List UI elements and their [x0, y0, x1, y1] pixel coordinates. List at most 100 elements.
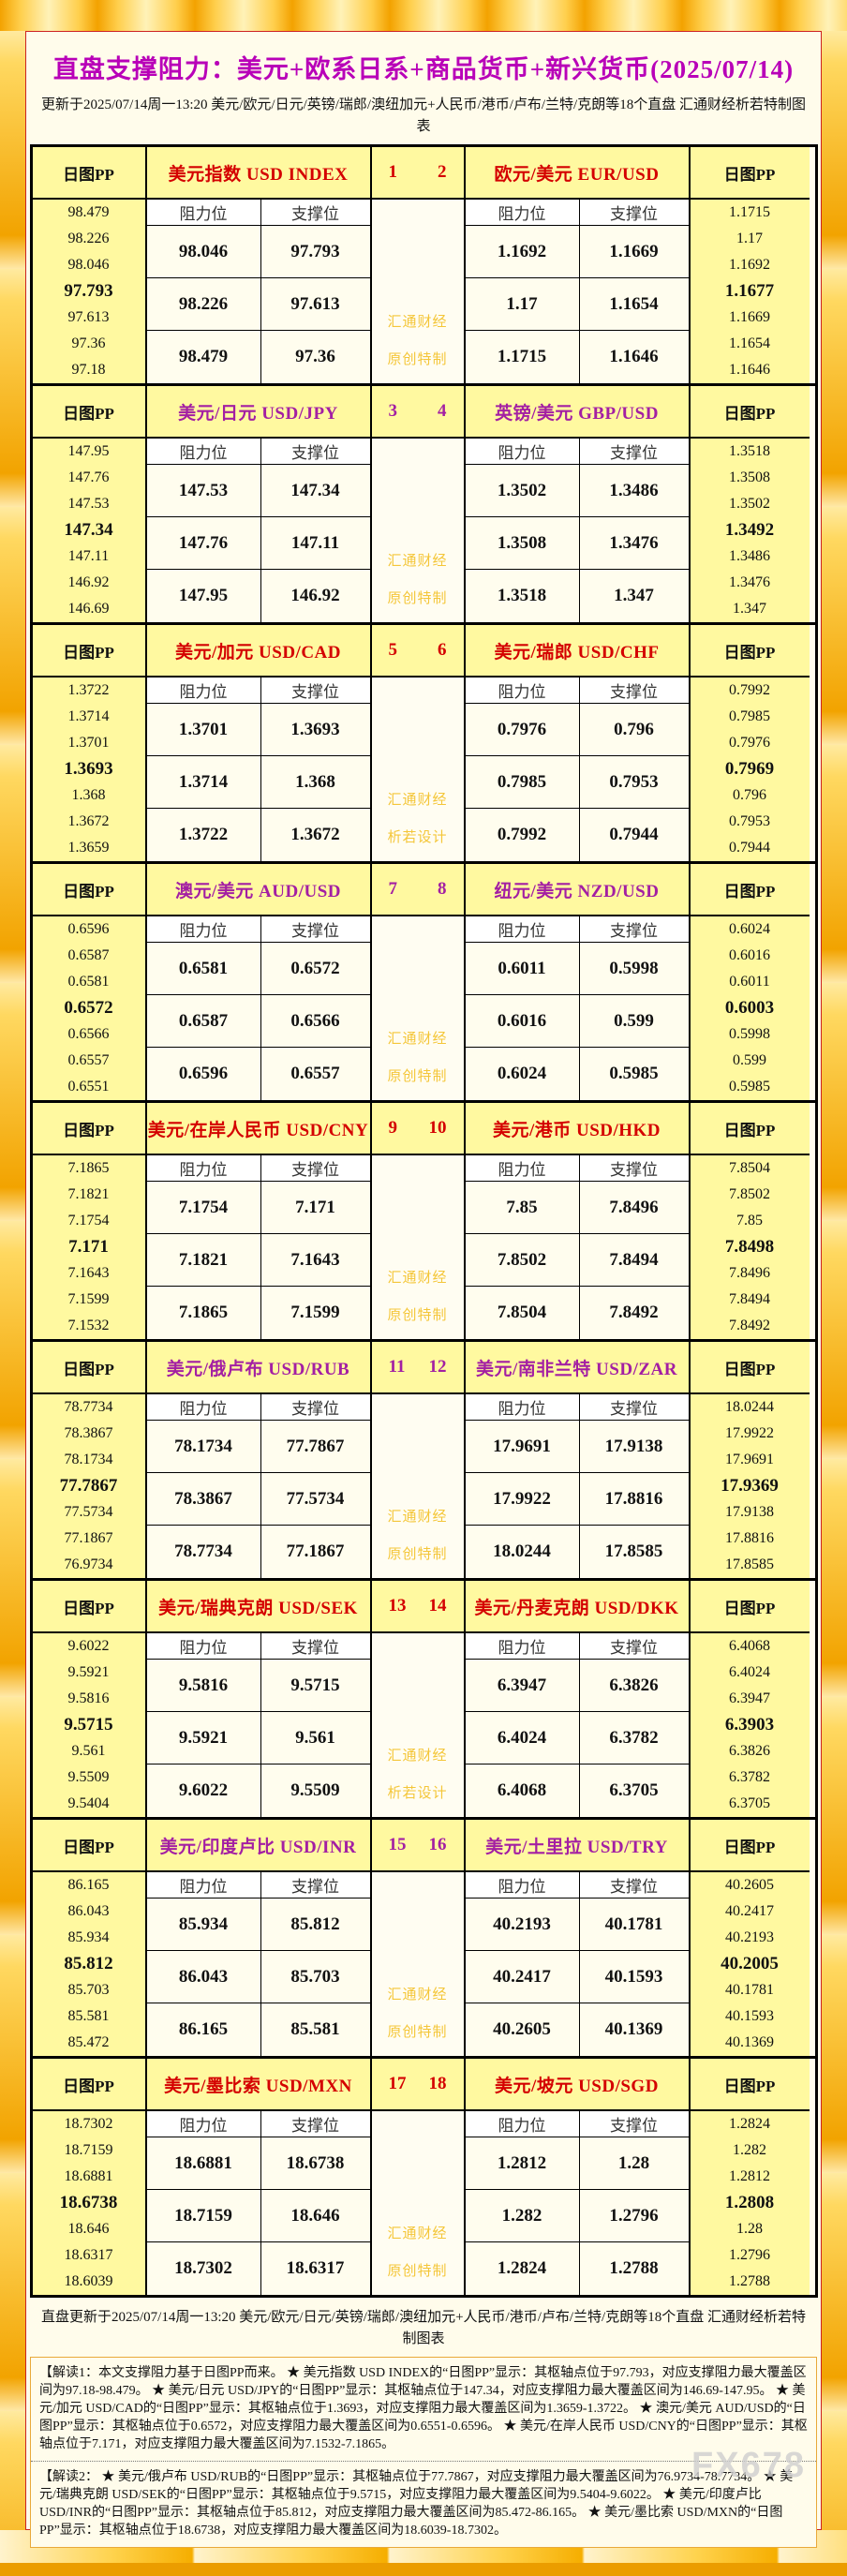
support-header-left: 支撑位 [260, 439, 372, 465]
pp-value: 7.85 [736, 1213, 763, 1228]
support-2-right: 6.3782 [579, 1712, 691, 1764]
gold-tile-border-left [0, 31, 25, 2530]
pp-value: 17.8816 [725, 1530, 774, 1546]
fx678-watermark: FX678 [691, 2446, 806, 2485]
pp-value: 1.2788 [729, 2273, 770, 2289]
pp-value: 17.9138 [725, 1504, 774, 1520]
resistance-3-left: 9.6022 [146, 1764, 261, 1817]
pp-pivot-value: 85.812 [64, 1954, 113, 1973]
pp-values-right: 0.7992 0.7985 0.7976 0.7969 0.796 0.7953… [690, 678, 810, 861]
pp-value: 7.8502 [729, 1186, 770, 1202]
pp-value: 86.043 [67, 1903, 110, 1919]
pair-index-right: 16 [428, 1835, 447, 1854]
pp-value: 77.1867 [64, 1530, 113, 1546]
pair-index-right: 2 [438, 162, 447, 182]
pp-value: 17.8585 [725, 1556, 774, 1572]
resistance-header-right: 阻力位 [465, 916, 580, 943]
pp-values-left: 78.7734 78.3867 78.1734 77.7867 77.5734 … [32, 1394, 147, 1578]
support-2-right: 0.7953 [579, 756, 691, 809]
pp-value: 40.2417 [725, 1903, 774, 1919]
pair-index-cell: 15 16 [371, 1820, 466, 1872]
currency-pair-block: 日图PP 美元/印度卢比 USD/INR 15 16 美元/土里拉 USD/TR… [32, 1817, 815, 2056]
pp-pivot-value: 40.2005 [721, 1954, 779, 1973]
pair-index-right: 14 [428, 1596, 447, 1616]
support-2-left: 77.5734 [260, 1473, 372, 1526]
support-header-right: 支撑位 [579, 916, 691, 943]
pair-index-cell: 13 14 [371, 1581, 466, 1633]
support-3-right: 1.1646 [579, 331, 691, 383]
resistance-2-left: 18.7159 [146, 2190, 261, 2242]
resistance-2-right: 1.3508 [465, 517, 580, 570]
support-1-right: 1.1669 [579, 226, 691, 278]
pp-values-right: 1.2824 1.282 1.2812 1.2808 1.28 1.2796 1… [690, 2111, 810, 2295]
resistance-header-right: 阻力位 [465, 1155, 580, 1182]
pp-value: 6.3826 [729, 1743, 770, 1759]
pp-pivot-value: 1.2808 [724, 2193, 775, 2212]
pp-value: 1.1715 [729, 204, 770, 220]
pair-index-right: 6 [438, 640, 447, 660]
pp-value: 7.1821 [67, 1186, 110, 1202]
pp-column-header-right: 日图PP [690, 1103, 810, 1155]
pair-index-left: 13 [388, 1596, 407, 1616]
middle-watermark-cell: 汇通财经 原创特制 [371, 439, 466, 622]
pp-value: 147.76 [67, 469, 110, 485]
watermark-line-2: 析若设计 [387, 830, 448, 845]
support-header-right: 支撑位 [579, 200, 691, 226]
pp-values-left: 98.479 98.226 98.046 97.793 97.613 97.36… [32, 200, 147, 383]
resistance-1-left: 85.934 [146, 1898, 261, 1951]
pp-values-left: 86.165 86.043 85.934 85.812 85.703 85.58… [32, 1872, 147, 2056]
pair-index-cell: 3 4 [371, 386, 466, 439]
update-line: 更新于2025/07/14周一13:20 美元/欧元/日元/英镑/瑞郎/澳纽加元… [41, 97, 806, 134]
pp-values-right: 6.4068 6.4024 6.3947 6.3903 6.3826 6.378… [690, 1633, 810, 1817]
pp-pivot-value: 0.6572 [64, 998, 113, 1018]
resistance-1-right: 1.2812 [465, 2137, 580, 2190]
watermark-line-2: 原创特制 [387, 2264, 448, 2279]
pp-value: 1.3518 [729, 443, 770, 459]
support-2-right: 17.8816 [579, 1473, 691, 1526]
pp-values-left: 18.7302 18.7159 18.6881 18.6738 18.646 1… [32, 2111, 147, 2295]
watermark-line-1: 汇通财经 [387, 1988, 448, 2003]
pair-name-left: 美元/墨比索 USD/MXN [146, 2059, 372, 2111]
pp-value: 0.7992 [729, 682, 770, 698]
middle-watermark-cell: 汇通财经 析若设计 [371, 1633, 466, 1817]
pp-value: 7.1754 [67, 1213, 110, 1228]
pp-values-right: 7.8504 7.8502 7.85 7.8498 7.8496 7.8494 … [690, 1155, 810, 1339]
pp-value: 7.1643 [67, 1265, 110, 1281]
pp-column-header-left: 日图PP [32, 1103, 147, 1155]
pp-value: 6.4068 [729, 1638, 770, 1654]
pp-column-header-right: 日图PP [690, 1581, 810, 1633]
pair-index-right: 4 [438, 401, 447, 421]
resistance-1-left: 18.6881 [146, 2137, 261, 2190]
pp-value: 9.5816 [67, 1690, 110, 1706]
pp-value: 147.95 [67, 443, 110, 459]
resistance-1-right: 40.2193 [465, 1898, 580, 1951]
resistance-2-left: 98.226 [146, 278, 261, 331]
pp-value: 0.6011 [729, 974, 770, 990]
support-1-left: 7.171 [260, 1182, 372, 1234]
support-3-right: 7.8492 [579, 1287, 691, 1339]
pp-value: 0.6581 [67, 974, 110, 990]
resistance-header-right: 阻力位 [465, 2111, 580, 2137]
pp-value: 98.479 [67, 204, 110, 220]
watermark-line-2: 原创特制 [387, 2025, 448, 2040]
pair-index-right: 10 [428, 1118, 447, 1138]
support-3-left: 97.36 [260, 331, 372, 383]
support-3-right: 1.2788 [579, 2242, 691, 2295]
support-3-right: 17.8585 [579, 1526, 691, 1578]
resistance-header-left: 阻力位 [146, 2111, 261, 2137]
pp-value: 18.7159 [64, 2142, 113, 2158]
pp-value: 1.1669 [729, 309, 770, 325]
support-header-right: 支撑位 [579, 1872, 691, 1898]
support-1-left: 9.5715 [260, 1660, 372, 1712]
pp-value: 6.3705 [729, 1795, 770, 1811]
pp-value: 77.5734 [64, 1504, 113, 1520]
pp-value: 0.7976 [729, 735, 770, 751]
pp-value: 18.6881 [64, 2168, 113, 2184]
pair-name-left: 美元指数 USD INDEX [146, 147, 372, 200]
resistance-3-left: 86.165 [146, 2003, 261, 2056]
watermark-line-2: 原创特制 [387, 1547, 448, 1562]
resistance-header-left: 阻力位 [146, 678, 261, 704]
pp-value: 18.6039 [64, 2273, 113, 2289]
support-3-left: 146.92 [260, 570, 372, 622]
pp-column-header-left: 日图PP [32, 625, 147, 678]
